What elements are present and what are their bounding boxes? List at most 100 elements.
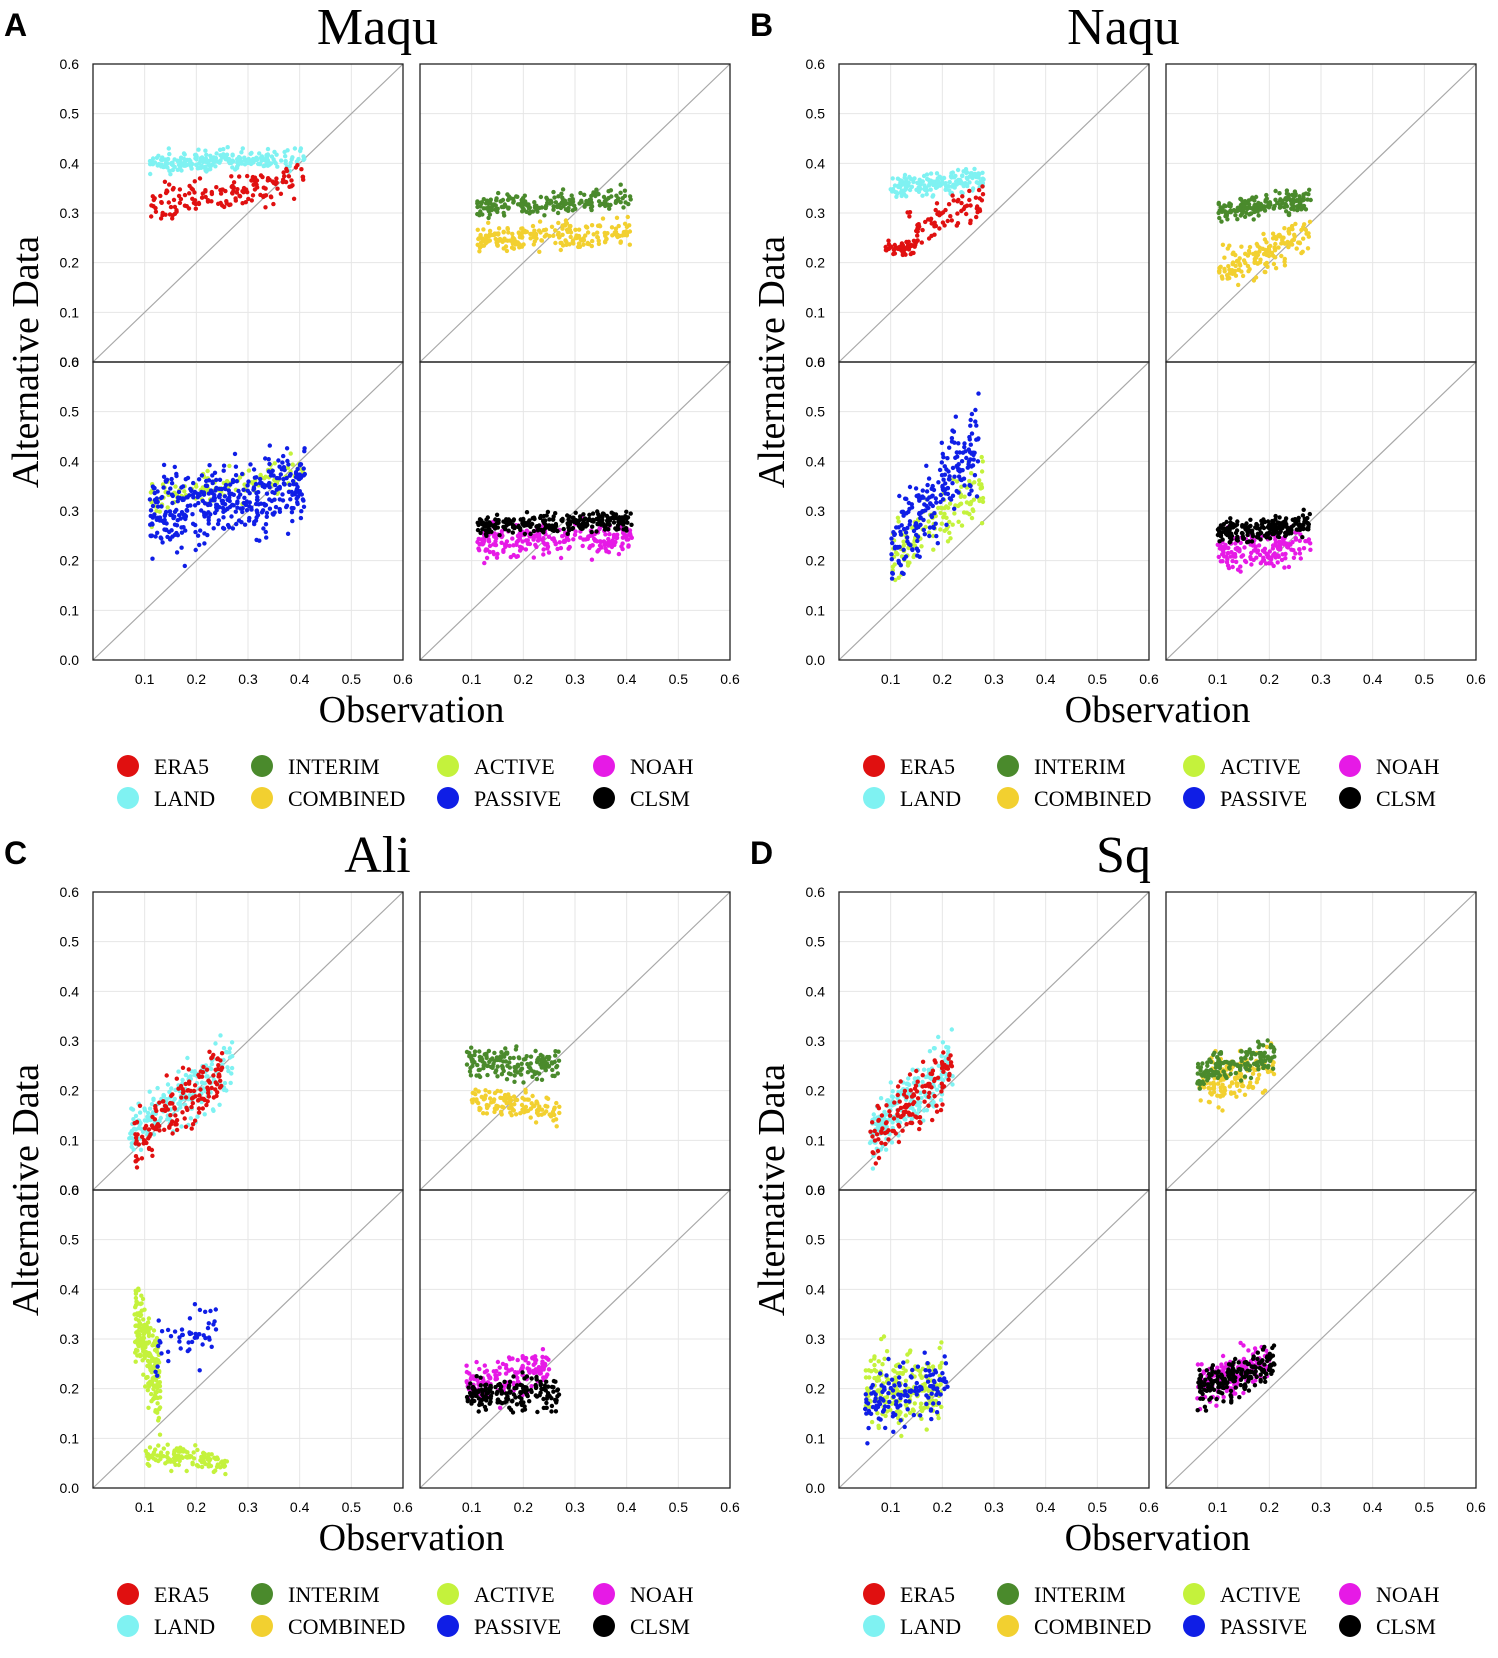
data-point [211,1469,216,1475]
legend-marker [437,755,459,777]
data-point [504,248,510,254]
data-point [265,152,271,158]
data-point [488,1096,493,1101]
data-point [506,528,511,533]
data-point [1246,198,1252,203]
data-point [551,189,556,195]
data-point [1262,269,1267,275]
y-tick-label: 0.4 [60,983,80,999]
data-point [1257,552,1263,558]
data-point [199,489,204,495]
data-point [230,153,235,158]
data-point [1300,535,1305,540]
data-point [921,527,926,533]
data-point [560,243,566,248]
data-point [980,459,985,464]
data-point [289,178,294,183]
data-point [585,536,590,542]
data-point [1253,544,1258,549]
data-point [154,1349,160,1354]
data-point [1268,557,1274,562]
data-point [1301,224,1306,230]
data-point [192,1072,197,1078]
data-point [179,485,184,490]
data-point [481,197,486,202]
y-axis-label: Alternative Data [751,236,793,488]
data-point [194,484,199,489]
y-tick-label: 0.5 [60,404,80,420]
series-land [888,166,986,199]
y-tick-label: 0.2 [806,255,826,271]
data-point [178,1445,183,1450]
data-point [476,1089,481,1094]
data-point [139,1134,145,1140]
data-point [1241,258,1247,263]
data-point [487,543,493,549]
data-point [170,1101,175,1106]
data-point [953,414,958,419]
data-point [210,1107,216,1112]
data-point [496,190,501,196]
data-point [1303,520,1309,525]
data-point [621,205,626,210]
data-point [510,231,515,237]
data-point [214,185,219,190]
data-point [620,530,626,536]
data-point [968,171,973,176]
data-point [287,164,292,169]
data-point [221,463,227,468]
data-point [1256,532,1261,538]
data-point [281,177,286,182]
data-point [1227,533,1233,538]
data-point [282,174,287,179]
data-point [172,1105,177,1110]
data-point [148,1352,153,1358]
data-point [163,1461,168,1466]
data-point [187,1079,192,1084]
data-point [183,1124,189,1130]
data-point [1261,251,1267,257]
data-point [1242,214,1248,219]
one-to-one-line [838,361,1150,661]
data-point [155,499,160,505]
y-tick-label: 0.5 [60,1232,80,1248]
series-interim [475,182,633,221]
data-point [1272,248,1278,253]
y-axis-label: Alternative Data [751,1064,793,1316]
data-point [530,1074,535,1080]
data-point [915,553,920,558]
data-point [532,200,537,205]
data-point [565,537,570,542]
data-point [972,450,977,455]
x-tick-label: 0.4 [617,1499,637,1515]
data-point [925,176,930,182]
data-point [228,1080,233,1086]
data-point [252,187,258,192]
data-point [543,1355,549,1360]
data-point [277,464,282,469]
data-point [550,517,556,522]
data-point [189,1104,194,1110]
data-point [237,174,242,179]
data-point [537,219,543,224]
data-point [553,200,559,205]
data-point [973,419,978,424]
data-point [883,244,888,250]
data-point [514,540,519,545]
data-point [519,1061,524,1067]
x-tick-label: 0.4 [290,671,310,687]
data-point [484,1055,489,1061]
data-point [949,218,954,223]
data-point [180,1077,185,1083]
data-point [197,176,203,181]
data-point [222,1080,228,1086]
data-point [491,1369,496,1374]
data-point [618,200,623,205]
data-point [1255,261,1260,266]
data-point [1230,564,1235,570]
y-tick-label: 0.2 [806,553,826,569]
data-point [136,1301,141,1306]
data-point [202,531,207,536]
data-point [253,501,259,507]
data-point [597,203,603,208]
